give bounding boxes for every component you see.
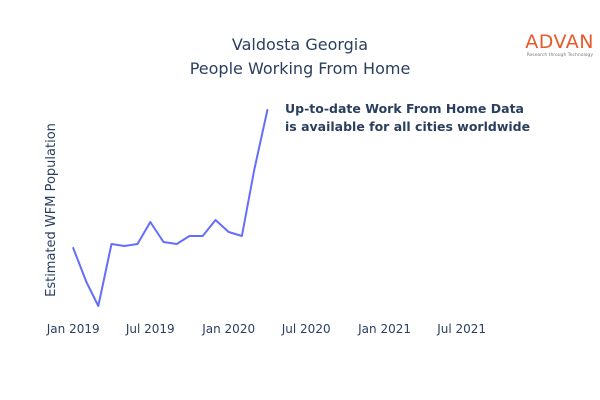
series-line xyxy=(72,109,269,307)
x-tick-label: Jul 2020 xyxy=(281,322,331,336)
logo-text: ADVAN xyxy=(525,31,594,53)
x-tick-label: Jan 2021 xyxy=(357,322,411,336)
logo-tagline: Research through Technology xyxy=(527,52,594,58)
x-tick-label: Jan 2020 xyxy=(201,322,255,336)
annotation-line-1: Up-to-date Work From Home Data xyxy=(285,101,524,116)
x-axis-ticks: Jan 2019 Jul 2019 Jan 2020 Jul 2020 Jan 2021… xyxy=(46,322,486,336)
x-tick-label: Jul 2019 xyxy=(125,322,175,336)
x-tick-label: Jul 2021 xyxy=(436,322,486,336)
chart-title-line-1: Valdosta Georgia xyxy=(232,35,368,54)
chart-title-line-2: People Working From Home xyxy=(190,59,411,78)
y-axis-label: Estimated WFM Population xyxy=(44,123,59,297)
advan-logo: ADVAN Research through Technology xyxy=(525,31,594,58)
x-tick-label: Jan 2019 xyxy=(46,322,100,336)
annotation-line-2: is available for all cities worldwide xyxy=(285,119,530,134)
